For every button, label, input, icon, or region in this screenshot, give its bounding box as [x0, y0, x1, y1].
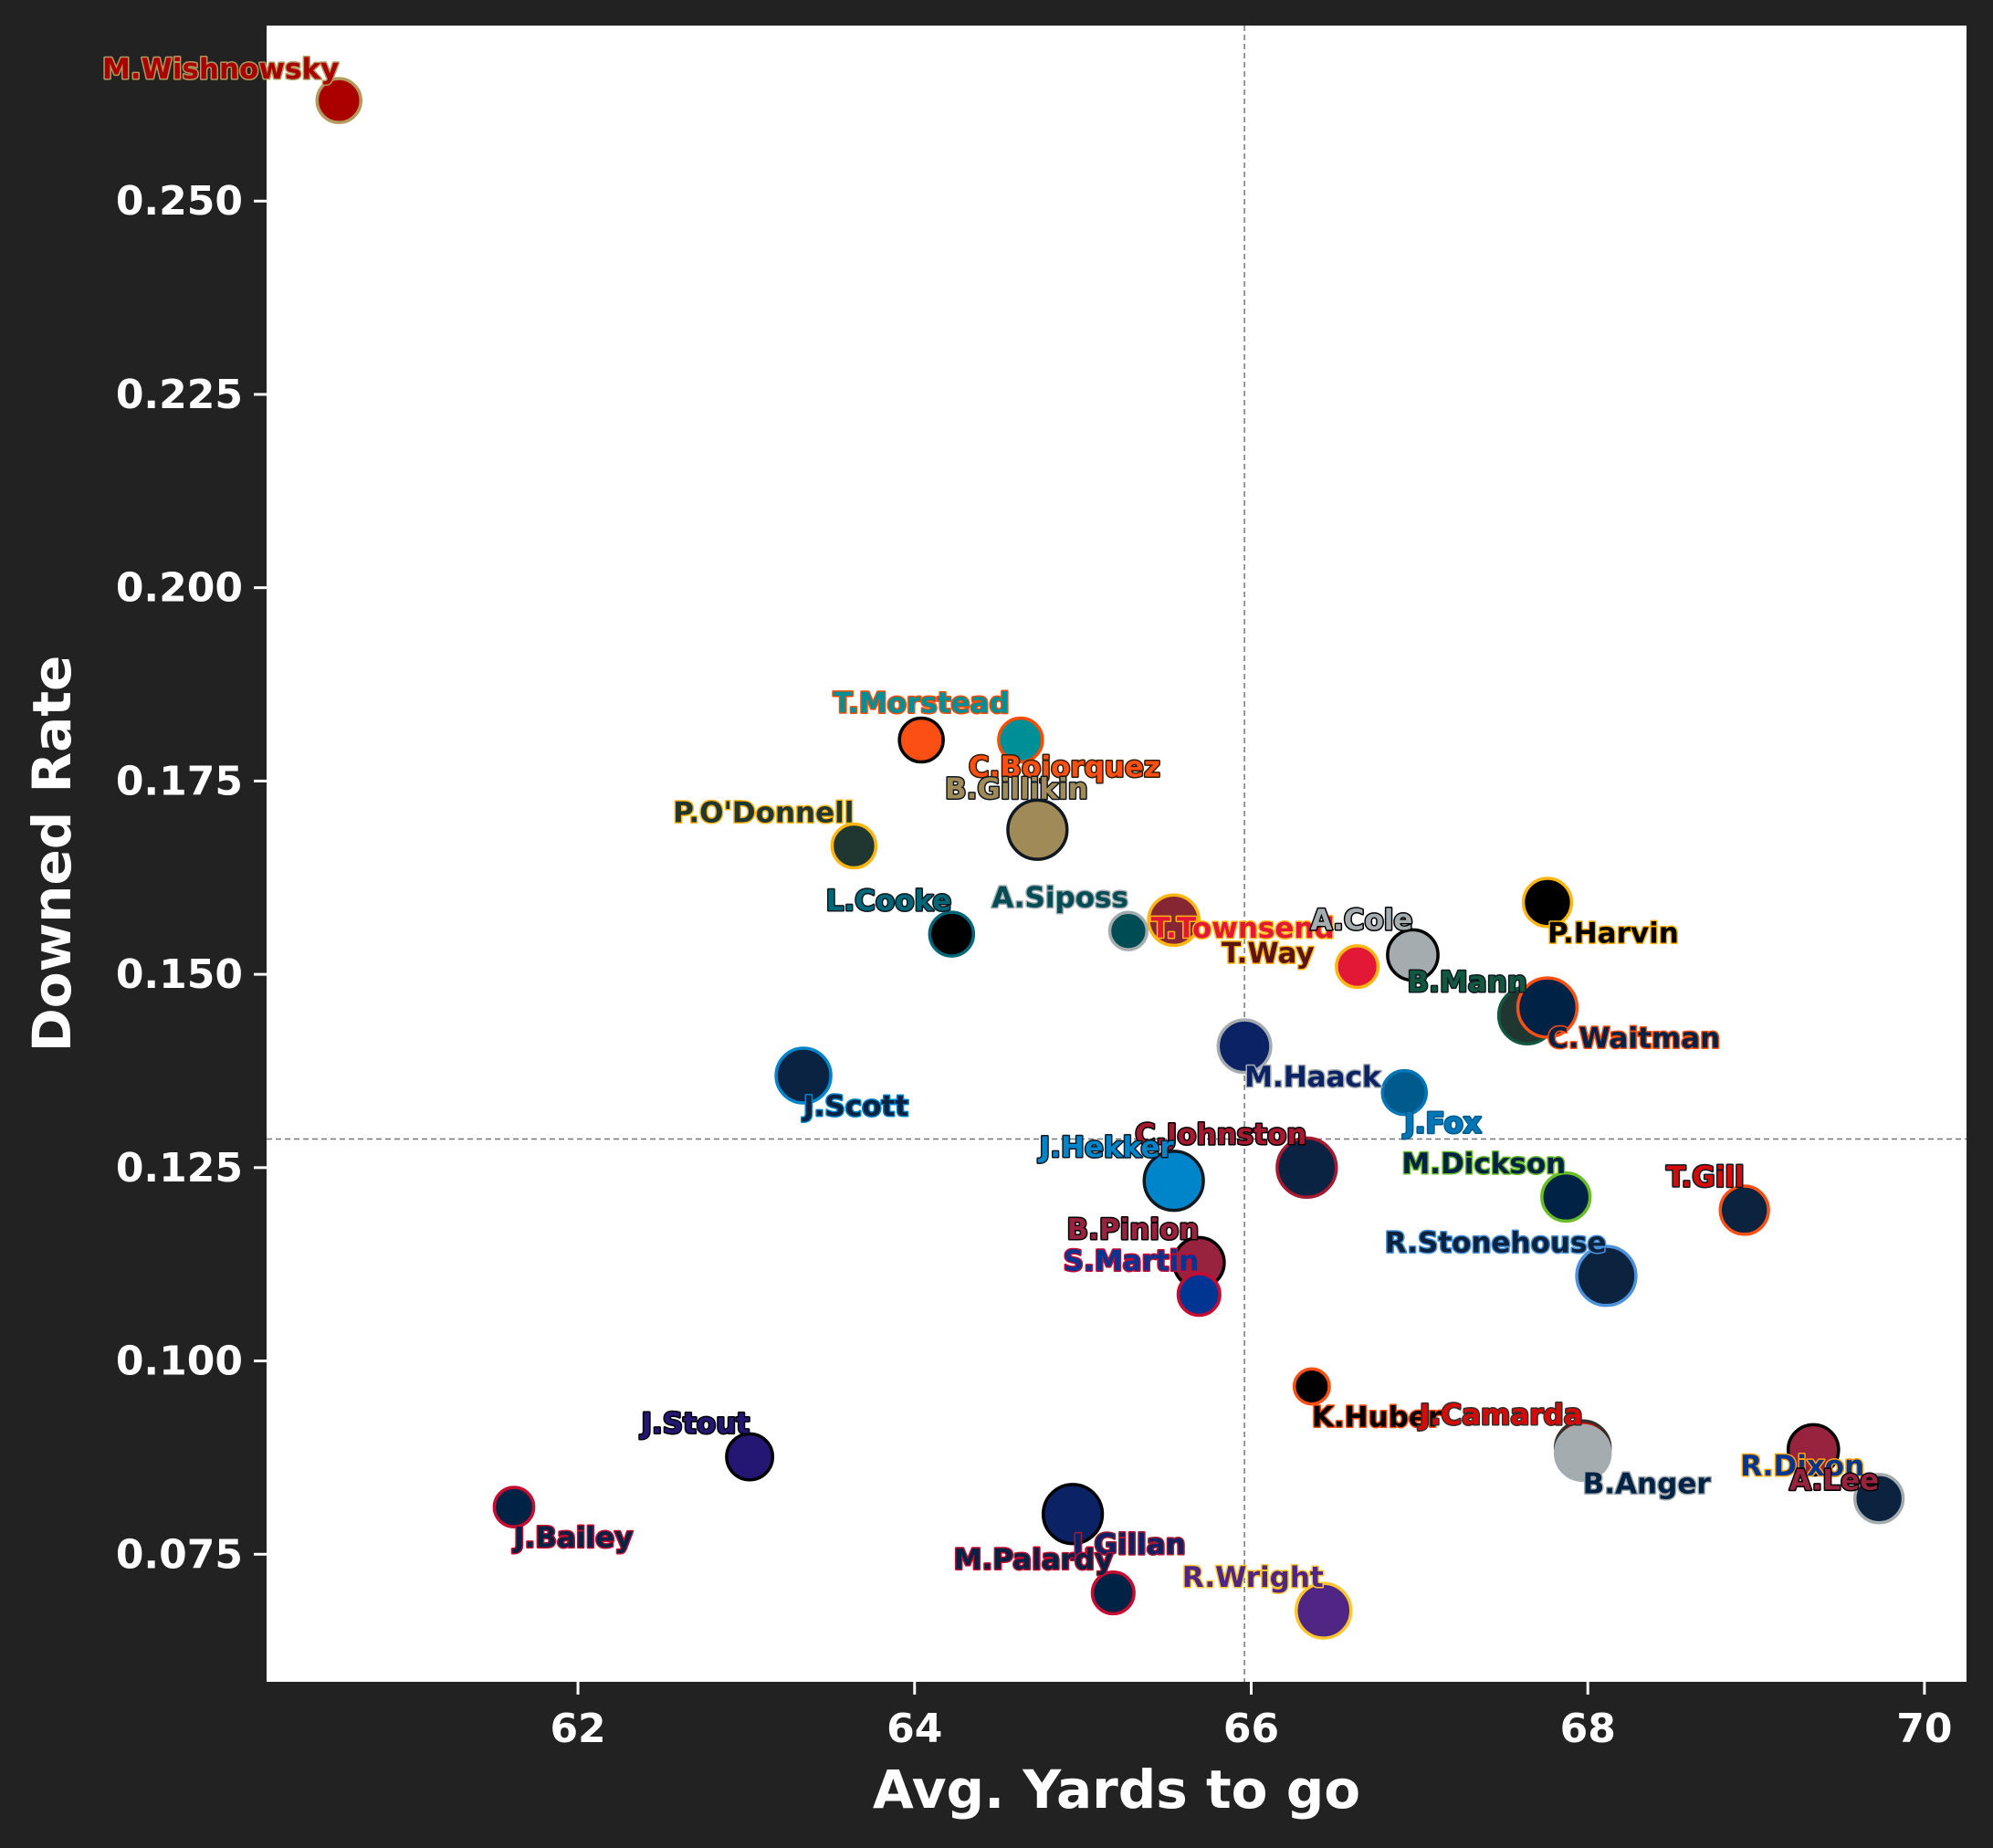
- y-tick-label: 0.075: [116, 1531, 243, 1578]
- data-point: [315, 77, 363, 124]
- data-point: [1516, 976, 1579, 1039]
- data-point: [1041, 1483, 1105, 1546]
- data-point: [1275, 1136, 1338, 1199]
- point-label: B.Pinion: [1067, 1213, 1200, 1246]
- data-point: [1380, 1068, 1428, 1117]
- x-tick-label: 70: [1896, 1706, 1952, 1752]
- y-tick-label: 0.125: [116, 1145, 243, 1192]
- point-label: K.Huber: [1312, 1401, 1442, 1433]
- point-label: A.Lee: [1789, 1464, 1879, 1496]
- y-tick-label: 0.250: [116, 178, 243, 225]
- data-point: [1006, 798, 1069, 861]
- point-label: C.Johnston: [1135, 1118, 1306, 1151]
- data-point: [1107, 910, 1149, 951]
- point-label: L.Cooke: [826, 885, 952, 918]
- data-point: [1292, 1367, 1331, 1406]
- data-point: [492, 1486, 536, 1528]
- data-point: [1786, 1423, 1841, 1477]
- point-label: T.Gill: [1666, 1160, 1745, 1193]
- point-label: R.Dixon: [1740, 1450, 1864, 1483]
- data-point: [1575, 1244, 1638, 1307]
- point-label: B.Gillikin: [945, 773, 1088, 806]
- y-tick-label: 0.100: [116, 1339, 243, 1385]
- data-point: [1718, 1184, 1770, 1236]
- data-point: [997, 716, 1044, 764]
- data-point: [897, 716, 945, 764]
- x-tick-label: 66: [1223, 1706, 1279, 1752]
- data-point: [1090, 1570, 1136, 1616]
- data-point: [774, 1046, 833, 1105]
- point-label: J.Scott: [802, 1090, 908, 1123]
- data-point: [1216, 1018, 1273, 1075]
- point-label: A.Cole: [1310, 904, 1412, 937]
- point-label: T.Way: [1222, 938, 1314, 971]
- x-tick-label: 62: [550, 1706, 605, 1752]
- data-point: [1142, 1150, 1205, 1213]
- data-point: [1295, 1581, 1353, 1640]
- point-label: J.Hekker: [1038, 1131, 1175, 1164]
- data-point: [1553, 1423, 1612, 1483]
- data-point: [830, 822, 878, 870]
- point-label: S.Martin: [1064, 1245, 1200, 1278]
- y-tick-label: 0.200: [116, 565, 243, 612]
- point-label: C.Bojorquez: [969, 751, 1160, 784]
- point-label: J.Stout: [639, 1408, 750, 1441]
- point-label: M.Wishnowsky: [102, 53, 339, 86]
- point-label: M.Haack: [1244, 1061, 1382, 1094]
- plot-area: [267, 26, 1967, 1682]
- point-label: R.Wright: [1182, 1561, 1324, 1594]
- point-label: B.Anger: [1583, 1467, 1712, 1500]
- point-label: T.Townsend: [1151, 912, 1335, 945]
- data-point: [725, 1432, 775, 1482]
- point-label: P.Harvin: [1547, 917, 1679, 950]
- x-tick-label: 68: [1560, 1706, 1616, 1752]
- y-tick-label: 0.175: [116, 758, 243, 804]
- point-label: A.Siposs: [991, 882, 1128, 915]
- point-label: M.Palardy: [954, 1544, 1114, 1577]
- point-label: J.Bailey: [512, 1522, 633, 1555]
- point-label: J.Gillan: [1071, 1528, 1186, 1561]
- y-tick-label: 0.225: [116, 372, 243, 418]
- point-label: B.Mann: [1408, 966, 1527, 999]
- point-label: R.Stonehouse: [1385, 1226, 1607, 1259]
- data-point: [1521, 877, 1574, 929]
- x-axis-label: Avg. Yards to go: [873, 1759, 1360, 1821]
- point-label: J.Fox: [1402, 1108, 1482, 1140]
- x-tick-label: 64: [886, 1706, 942, 1752]
- point-label: P.O'Donnell: [673, 797, 854, 830]
- data-point: [1386, 928, 1440, 982]
- point-label: M.Dickson: [1401, 1148, 1566, 1181]
- point-label: T.Morstead: [834, 688, 1010, 720]
- y-axis-label: Downed Rate: [21, 656, 83, 1053]
- data-point: [1176, 1272, 1222, 1318]
- data-point: [1852, 1473, 1905, 1525]
- data-point: [1540, 1171, 1592, 1223]
- point-label: C.Waitman: [1547, 1023, 1720, 1055]
- data-point: [1147, 893, 1201, 948]
- point-label: J.Camarda: [1418, 1399, 1583, 1432]
- data-point: [928, 910, 976, 958]
- data-point: [1335, 944, 1380, 990]
- y-tick-label: 0.150: [116, 951, 243, 998]
